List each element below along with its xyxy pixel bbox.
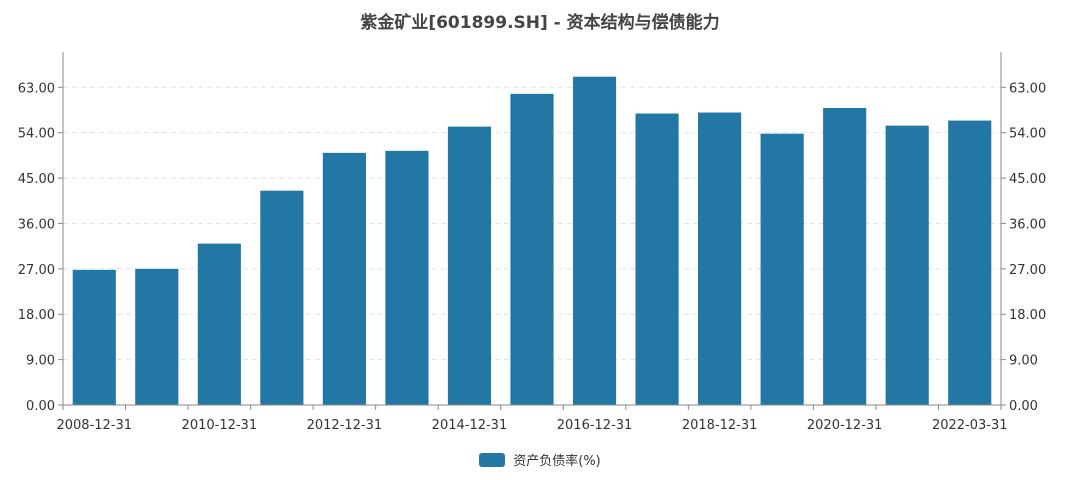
y-tick-label-right: 18.00: [1009, 308, 1046, 323]
legend-swatch: [479, 452, 506, 467]
y-tick-label-left: 54.00: [18, 127, 55, 142]
x-tick-label: 2020-12-31: [807, 418, 883, 433]
y-tick-label-right: 0.00: [1009, 399, 1038, 414]
bar: [197, 243, 241, 405]
y-tick-label-left: 63.00: [18, 81, 55, 96]
y-tick-label-left: 0.00: [26, 399, 55, 414]
bar: [260, 190, 304, 405]
y-tick-label-right: 54.00: [1009, 127, 1046, 142]
bar: [510, 93, 554, 405]
bar: [948, 120, 992, 405]
y-tick-label-right: 45.00: [1009, 172, 1046, 187]
y-tick-label-right: 63.00: [1009, 81, 1046, 96]
bar: [135, 268, 179, 405]
bar: [635, 113, 679, 405]
y-tick-label-left: 9.00: [26, 354, 55, 369]
bar: [698, 112, 742, 405]
legend-label: 资产负债率(%): [513, 454, 601, 469]
bar: [447, 126, 492, 406]
bar: [322, 152, 366, 405]
x-tick-label: 2016-12-31: [557, 418, 633, 433]
y-tick-label-left: 45.00: [18, 172, 55, 187]
x-tick-label: 2018-12-31: [682, 418, 758, 433]
x-tick-label: 2014-12-31: [432, 418, 508, 433]
y-tick-label-right: 9.00: [1009, 354, 1038, 369]
bar: [572, 76, 617, 406]
x-tick-label: 2010-12-31: [182, 418, 258, 433]
y-tick-label-left: 18.00: [18, 308, 55, 323]
x-tick-label: 2012-12-31: [307, 418, 383, 433]
y-tick-label-left: 36.00: [18, 217, 55, 232]
bar: [385, 150, 429, 405]
y-tick-label-left: 27.00: [18, 263, 55, 278]
y-tick-label-right: 27.00: [1009, 263, 1046, 278]
chart-title: 紫金矿业[601899.SH] - 资本结构与偿债能力: [360, 13, 720, 33]
y-tick-label-right: 36.00: [1009, 217, 1046, 232]
bar: [760, 133, 804, 406]
x-tick-label: 2008-12-31: [56, 418, 132, 433]
bar: [885, 125, 929, 405]
bar: [72, 269, 116, 405]
legend[interactable]: 资产负债率(%): [0, 450, 1080, 469]
x-tick-label: 2022-03-31: [932, 418, 1008, 433]
bar: [823, 107, 867, 406]
